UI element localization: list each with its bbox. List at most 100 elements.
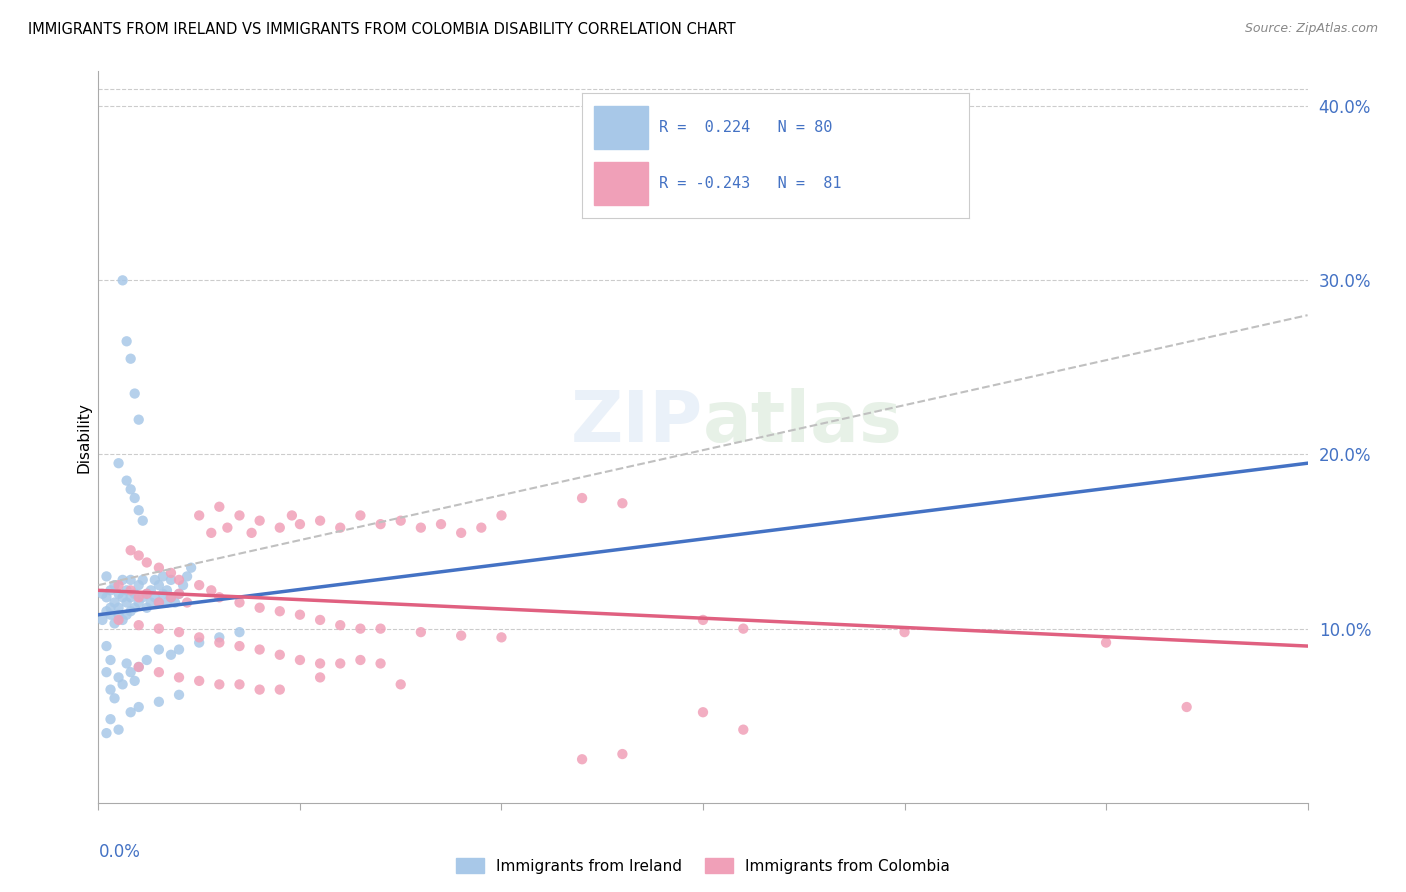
Point [167, 642, 190, 657]
Point [571, 491, 593, 505]
Point [167, 587, 190, 601]
Point [132, 573, 155, 587]
Point [111, 677, 134, 691]
Point [100, 600, 122, 615]
Point [269, 604, 291, 618]
Point [188, 508, 211, 523]
Point [107, 723, 129, 737]
Point [107, 456, 129, 470]
Point [269, 648, 291, 662]
Point [160, 573, 183, 587]
Point [107, 600, 129, 615]
Point [120, 351, 142, 366]
Point [143, 591, 166, 605]
Point [128, 412, 150, 426]
Point [115, 595, 138, 609]
Point [200, 583, 222, 598]
Point [111, 573, 134, 587]
Point [148, 595, 170, 609]
Point [349, 508, 371, 523]
Point [167, 670, 190, 684]
Point [160, 591, 183, 605]
Point [733, 622, 755, 636]
Point [148, 695, 170, 709]
Point [176, 569, 198, 583]
Point [249, 642, 271, 657]
Point [107, 587, 129, 601]
Point [143, 573, 166, 587]
Text: 0.0%: 0.0% [98, 843, 141, 861]
Point [470, 521, 492, 535]
Point [152, 569, 174, 583]
Point [188, 631, 211, 645]
Point [96, 639, 118, 653]
Point [96, 569, 118, 583]
Point [135, 587, 157, 601]
Point [115, 583, 138, 598]
Point [1095, 635, 1118, 649]
Point [128, 660, 150, 674]
Point [329, 618, 352, 632]
Point [124, 587, 146, 601]
Point [228, 677, 250, 691]
Point [115, 334, 138, 349]
Point [96, 665, 118, 680]
Point [733, 723, 755, 737]
Point [124, 673, 146, 688]
Text: ZIP: ZIP [571, 388, 703, 457]
Point [103, 578, 125, 592]
Point [309, 657, 332, 671]
Point [288, 607, 311, 622]
Point [228, 625, 250, 640]
Legend: Immigrants from Ireland, Immigrants from Colombia: Immigrants from Ireland, Immigrants from… [450, 852, 956, 880]
Point [430, 517, 453, 532]
Point [349, 653, 371, 667]
Point [409, 625, 432, 640]
Point [240, 525, 263, 540]
Point [120, 483, 142, 497]
Point [156, 583, 179, 598]
Point [103, 595, 125, 609]
Point [128, 578, 150, 592]
Point [309, 670, 332, 684]
Point [91, 587, 114, 601]
Text: IMMIGRANTS FROM IRELAND VS IMMIGRANTS FROM COLOMBIA DISABILITY CORRELATION CHART: IMMIGRANTS FROM IRELAND VS IMMIGRANTS FR… [28, 22, 735, 37]
Point [217, 521, 239, 535]
Point [120, 604, 142, 618]
Point [167, 625, 190, 640]
Point [612, 747, 634, 761]
Point [188, 673, 211, 688]
Point [491, 631, 513, 645]
Point [180, 560, 202, 574]
Point [309, 613, 332, 627]
Point [103, 616, 125, 631]
Point [188, 635, 211, 649]
Point [208, 635, 231, 649]
Point [160, 648, 183, 662]
Point [893, 625, 915, 640]
Point [370, 657, 392, 671]
Point [148, 595, 170, 609]
Point [156, 595, 179, 609]
Point [1175, 700, 1198, 714]
Point [176, 595, 198, 609]
Point [160, 591, 183, 605]
Point [208, 677, 231, 691]
Point [491, 508, 513, 523]
Point [107, 613, 129, 627]
Point [111, 273, 134, 287]
Point [167, 573, 190, 587]
Point [288, 653, 311, 667]
Point [349, 622, 371, 636]
Point [111, 591, 134, 605]
Point [288, 517, 311, 532]
Point [370, 622, 392, 636]
Point [135, 600, 157, 615]
Point [128, 591, 150, 605]
Point [139, 583, 162, 598]
Point [120, 591, 142, 605]
Point [128, 700, 150, 714]
Point [100, 712, 122, 726]
Point [228, 595, 250, 609]
Point [128, 595, 150, 609]
